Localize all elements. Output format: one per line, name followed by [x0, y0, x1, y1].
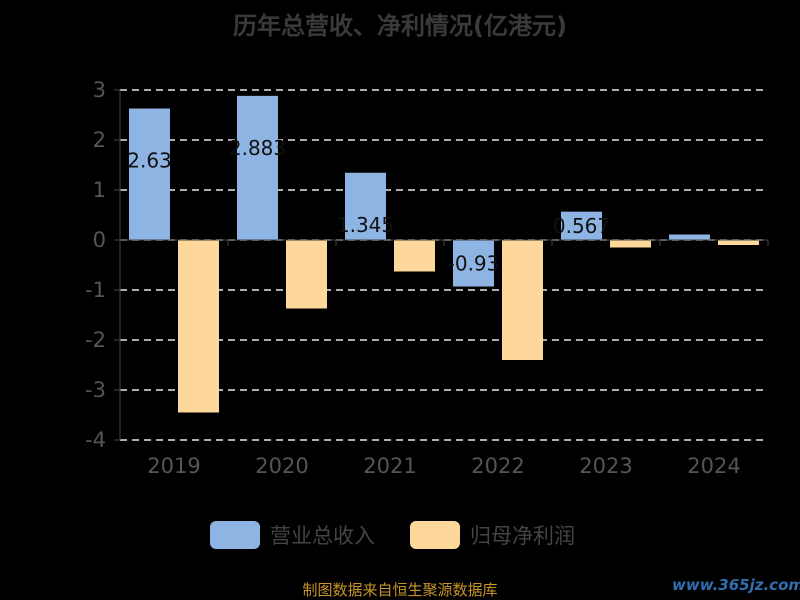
data-label: 2.883 — [229, 136, 286, 160]
y-tick-label: -2 — [85, 328, 106, 352]
bar-revenue — [453, 240, 494, 287]
legend: 营业总收入 归母净利润 — [210, 521, 575, 549]
legend-label: 营业总收入 — [270, 524, 375, 548]
watermark: www.365jz.com — [672, 576, 800, 594]
x-tick-label: 2024 — [687, 454, 740, 478]
chart-title: 历年总营收、净利情况(亿港元) — [233, 12, 567, 40]
bar-revenue — [237, 95, 278, 240]
x-tick-label: 2023 — [579, 454, 632, 478]
source-note: 制图数据来自恒生聚源数据库 — [302, 581, 497, 599]
legend-label: 归母净利润 — [470, 524, 575, 548]
x-tick-label: 2019 — [147, 454, 200, 478]
y-tick-label: 2 — [93, 128, 106, 152]
y-tick-label: 1 — [93, 178, 106, 202]
x-tick-label: 2021 — [363, 454, 416, 478]
x-tick-label: 2020 — [255, 454, 308, 478]
bar-revenue — [669, 234, 710, 240]
bar-net-profit — [286, 240, 327, 309]
bar-net-profit — [178, 240, 219, 413]
data-label: 0.567 — [553, 214, 610, 238]
bar-revenue — [561, 211, 602, 240]
x-axis: 2019 2020 2021 2022 2023 2024 — [120, 239, 769, 478]
x-tick-label: 2022 — [471, 454, 524, 478]
bar-net-profit — [394, 240, 435, 272]
bar-net-profit — [502, 240, 543, 360]
legend-swatch — [410, 521, 460, 549]
data-label: -0.93 — [448, 251, 500, 275]
legend-swatch — [210, 521, 260, 549]
data-label: 2.63 — [127, 149, 172, 173]
bar-net-profit — [610, 240, 651, 248]
bar-revenue — [345, 172, 386, 240]
y-tick-label: -3 — [85, 378, 106, 402]
bars: 2.63 2.883 1.345 -0.93 0.567 — [127, 95, 759, 413]
y-tick-label: -4 — [85, 428, 106, 452]
y-axis: 3 2 1 0 -1 -2 -3 -4 — [85, 78, 121, 452]
data-label: 1.345 — [337, 213, 394, 237]
y-tick-label: 0 — [93, 228, 106, 252]
bar-revenue — [129, 108, 170, 240]
y-tick-label: -1 — [85, 278, 106, 302]
bar-net-profit — [718, 240, 759, 245]
y-tick-label: 3 — [93, 78, 106, 102]
